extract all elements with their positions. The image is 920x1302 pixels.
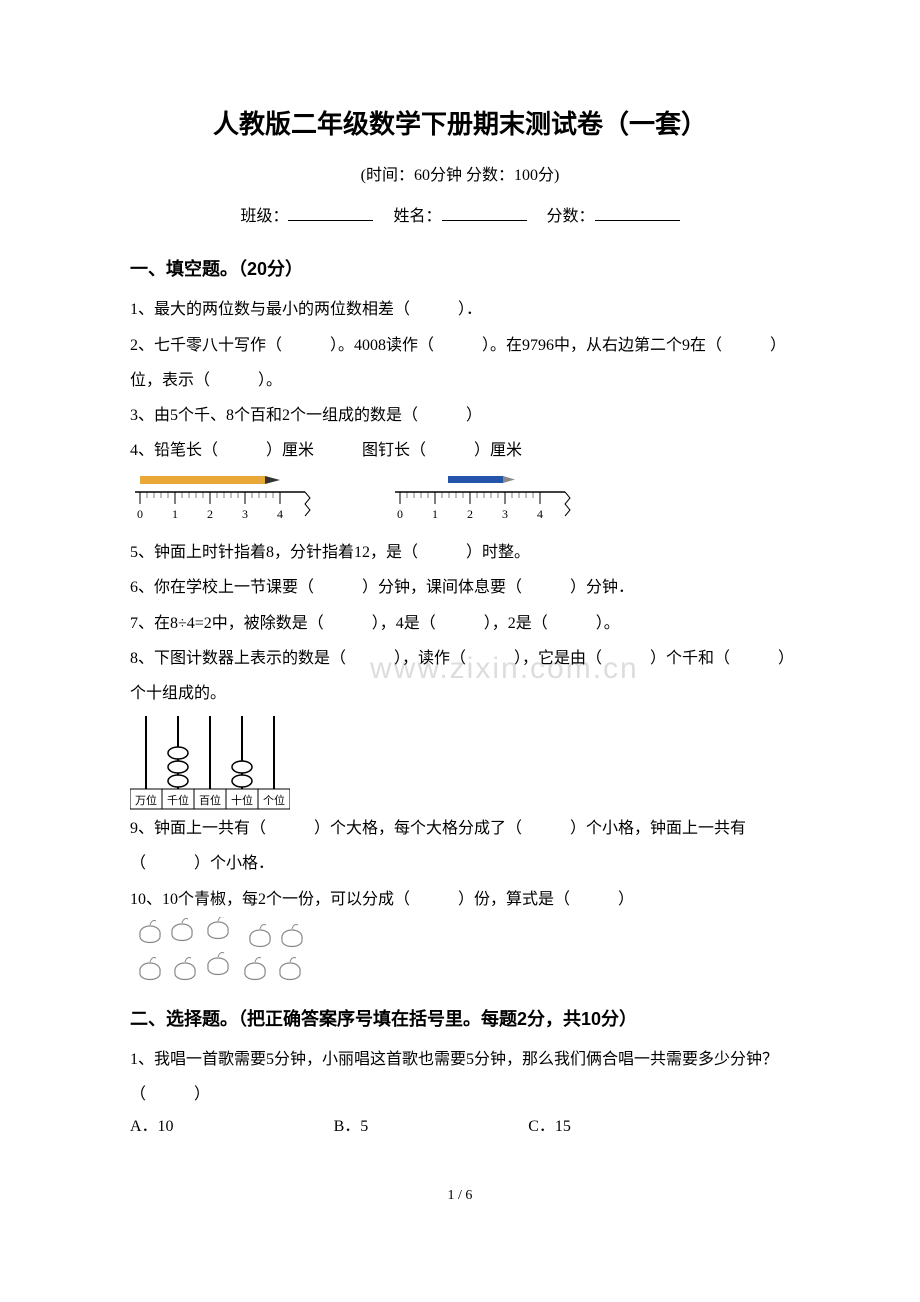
q2: 2、七千零八十写作（ ）。4008读作（ ）。在9796中，从右边第二个9在（ … <box>130 328 790 398</box>
svg-text:十位: 十位 <box>231 793 253 807</box>
svg-text:万位: 万位 <box>135 793 157 807</box>
svg-text:2: 2 <box>467 507 473 521</box>
q8: 8、下图计数器上表示的数是（ ），读作（ ），它是由（ ）个千和（ ）个十组成的… <box>130 641 790 711</box>
s2q1: 1、我唱一首歌需要5分钟，小丽唱这首歌也需要5分钟，那么我们俩合唱一共需要多少分… <box>130 1042 790 1112</box>
info-line: 班级： 姓名： 分数： <box>130 202 790 232</box>
svg-text:0: 0 <box>137 507 143 521</box>
abacus-icon: 万位千位百位十位个位 <box>130 711 290 811</box>
q7: 7、在8÷4=2中，被除数是（ ），4是（ ），2是（ ）。 <box>130 606 790 641</box>
page-footer: 1 / 6 <box>130 1183 790 1210</box>
q3: 3、由5个千、8个百和2个一组成的数是（ ） <box>130 398 790 433</box>
svg-text:4: 4 <box>537 507 543 521</box>
svg-text:千位: 千位 <box>167 793 189 807</box>
option-a: A．10 <box>130 1112 174 1142</box>
ruler-images: 0 1 2 3 4 0 1 2 3 4 <box>130 472 790 527</box>
abacus-image: 万位千位百位十位个位 <box>130 711 790 811</box>
ruler-pencil-icon: 0 1 2 3 4 <box>130 472 330 527</box>
class-blank[interactable] <box>288 203 373 221</box>
q1: 1、最大的两位数与最小的两位数相差（ ）． <box>130 292 790 327</box>
svg-text:0: 0 <box>397 507 403 521</box>
section1-header: 一、填空题。（20分） <box>130 252 790 286</box>
svg-text:1: 1 <box>432 507 438 521</box>
svg-text:2: 2 <box>207 507 213 521</box>
q4: 4、铅笔长（ ）厘米 图钉长（ ）厘米 <box>130 433 790 468</box>
svg-text:1: 1 <box>172 507 178 521</box>
option-b: B．5 <box>334 1112 369 1142</box>
class-label: 班级： <box>240 208 288 225</box>
q6: 6、你在学校上一节课要（ ）分钟，课间体息要（ ）分钟． <box>130 570 790 605</box>
peppers-image <box>130 917 790 992</box>
q5: 5、钟面上时针指着8，分针指着12，是（ ）时整。 <box>130 535 790 570</box>
svg-text:4: 4 <box>277 507 283 521</box>
q10: 10、10个青椒，每2个一份，可以分成（ ）份，算式是（ ） <box>130 882 790 917</box>
svg-text:3: 3 <box>242 507 248 521</box>
score-label: 分数： <box>547 208 595 225</box>
page-title: 人教版二年级数学下册期末测试卷（一套） <box>130 100 790 149</box>
svg-text:百位: 百位 <box>199 793 221 807</box>
s2q1-options: A．10 B．5 C．15 <box>130 1112 790 1142</box>
score-blank[interactable] <box>595 203 680 221</box>
ruler-pin-icon: 0 1 2 3 4 <box>390 472 590 527</box>
name-blank[interactable] <box>442 203 527 221</box>
svg-text:3: 3 <box>502 507 508 521</box>
peppers-icon <box>130 917 330 992</box>
name-label: 姓名： <box>393 208 441 225</box>
svg-text:个位: 个位 <box>263 793 285 807</box>
option-c: C．15 <box>528 1112 571 1142</box>
exam-subtitle: (时间：60分钟 分数：100分) <box>130 161 790 191</box>
q9: 9、钟面上一共有（ ）个大格，每个大格分成了（ ）个小格，钟面上一共有（ ）个小… <box>130 811 790 881</box>
section2-header: 二、选择题。（把正确答案序号填在括号里。每题2分，共10分） <box>130 1002 790 1036</box>
